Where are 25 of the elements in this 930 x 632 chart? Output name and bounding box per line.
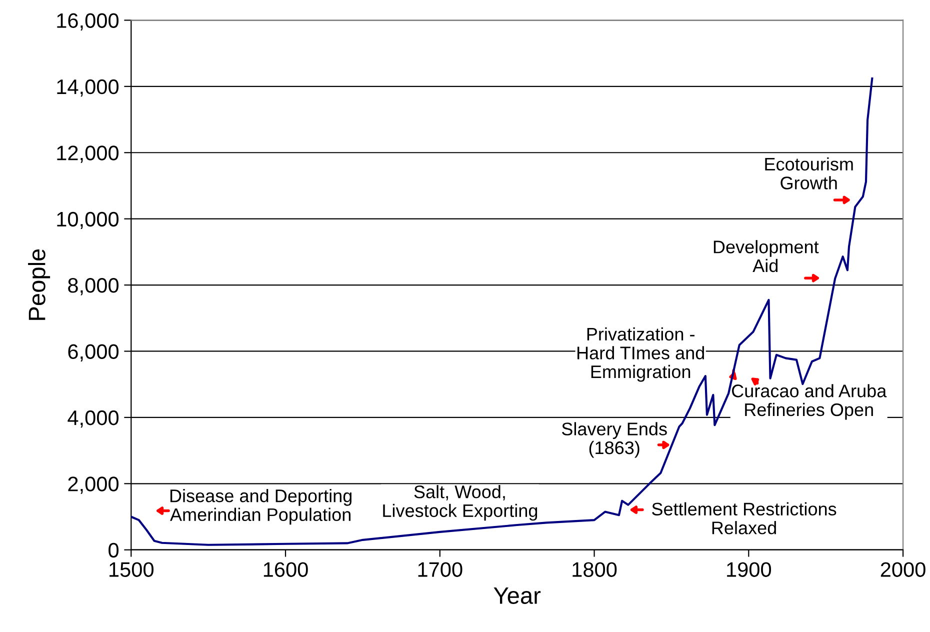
x-tick-label: 1700: [418, 562, 462, 577]
y-tick-label: 4,000: [68, 410, 119, 428]
annotation: Privatization - Hard TImes and Emmigration: [578, 327, 704, 382]
y-tick-label: 0: [108, 542, 119, 558]
y-tick-label: 2,000: [68, 476, 119, 494]
annotation: Settlement Restrictions Relaxed: [652, 502, 836, 534]
y-tick-label: 16,000: [57, 13, 119, 30]
annotation: Salt, Wood, Livestock Exporting: [383, 485, 538, 521]
y-tick-label: 8,000: [68, 278, 119, 296]
x-tick-label: 1500: [110, 562, 154, 577]
y-tick-label: 6,000: [68, 344, 119, 362]
y-tick-label: 10,000: [57, 212, 119, 230]
annotation: Slavery Ends (1863): [562, 422, 667, 458]
y-axis-title: People: [28, 249, 50, 320]
annotation: Ecotourism Growth: [765, 157, 853, 190]
annotation: Development Aid: [714, 240, 819, 272]
x-tick-label: 2000: [880, 562, 926, 577]
x-axis-title: Year: [494, 587, 541, 604]
annotation: Disease and Deporting Amerindian Population: [170, 488, 352, 525]
x-tick-label: 1900: [727, 562, 772, 577]
y-tick-label: 14,000: [57, 79, 119, 97]
x-tick-label: 1600: [264, 562, 308, 577]
y-tick-label: 12,000: [57, 146, 119, 163]
x-tick-label: 1800: [572, 562, 617, 577]
annotation: Curacao and Aruba Refineries Open: [732, 384, 887, 420]
